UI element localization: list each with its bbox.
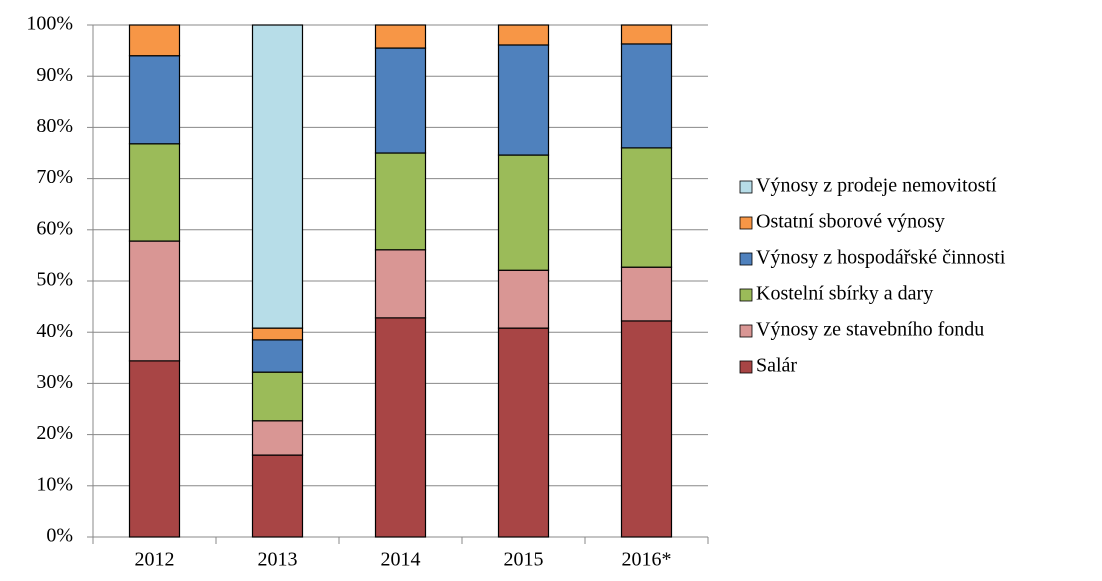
y-tick-label: 0%: [46, 525, 73, 547]
legend-swatch: [739, 324, 753, 338]
bar-segment: [251, 454, 304, 538]
x-tick-label: 2015: [504, 549, 544, 571]
bar-segment: [251, 420, 304, 456]
legend-swatch: [739, 288, 753, 302]
bar-segment: [620, 266, 673, 322]
bar-segment: [620, 43, 673, 149]
bar-segment: [374, 24, 427, 49]
legend-swatch: [739, 252, 753, 266]
legend-label: Salár: [756, 355, 797, 377]
bar-segment: [251, 371, 304, 422]
x-tick-label: 2016*: [622, 549, 672, 571]
bar-segment: [128, 55, 181, 145]
bar-segment: [497, 154, 550, 271]
bar-segment: [251, 24, 304, 329]
bar-segment: [374, 152, 427, 251]
y-tick-label: 80%: [36, 115, 73, 137]
y-tick-label: 50%: [36, 269, 73, 291]
y-tick-label: 40%: [36, 320, 73, 342]
bar-segment: [620, 320, 673, 538]
legend-swatch: [739, 216, 753, 230]
legend-label: Výnosy z hospodářské činnosti: [756, 247, 1006, 269]
bar-segment: [497, 44, 550, 156]
legend-swatch: [739, 360, 753, 374]
bar-segment: [497, 327, 550, 538]
x-tick-label: 2013: [258, 549, 298, 571]
bar-segment: [374, 47, 427, 154]
bar-segment: [620, 147, 673, 268]
bar-segment: [128, 240, 181, 362]
legend-label: Výnosy z prodeje nemovitostí: [756, 175, 997, 197]
y-tick-label: 70%: [36, 166, 73, 188]
y-tick-label: 90%: [36, 64, 73, 86]
y-tick-label: 100%: [26, 13, 73, 35]
bar-segment: [497, 24, 550, 46]
bar-segment: [128, 360, 181, 538]
bar-segment: [374, 317, 427, 538]
bar-segment: [128, 24, 181, 57]
x-tick-label: 2012: [135, 549, 175, 571]
legend-swatch: [739, 180, 753, 194]
legend-label: Kostelní sbírky a dary: [756, 283, 933, 305]
bar-segment: [128, 143, 181, 242]
y-tick-label: 30%: [36, 371, 73, 393]
legend-label: Ostatní sborové výnosy: [756, 211, 945, 233]
bar-segment: [251, 339, 304, 373]
y-tick-label: 20%: [36, 422, 73, 444]
bar-segment: [374, 249, 427, 319]
y-tick-label: 60%: [36, 217, 73, 239]
bar-segment: [620, 24, 673, 45]
legend-label: Výnosy ze stavebního fondu: [756, 319, 984, 341]
bar-segment: [251, 327, 304, 341]
x-tick-label: 2014: [381, 549, 421, 571]
bar-segment: [497, 269, 550, 329]
y-tick-label: 10%: [36, 473, 73, 495]
